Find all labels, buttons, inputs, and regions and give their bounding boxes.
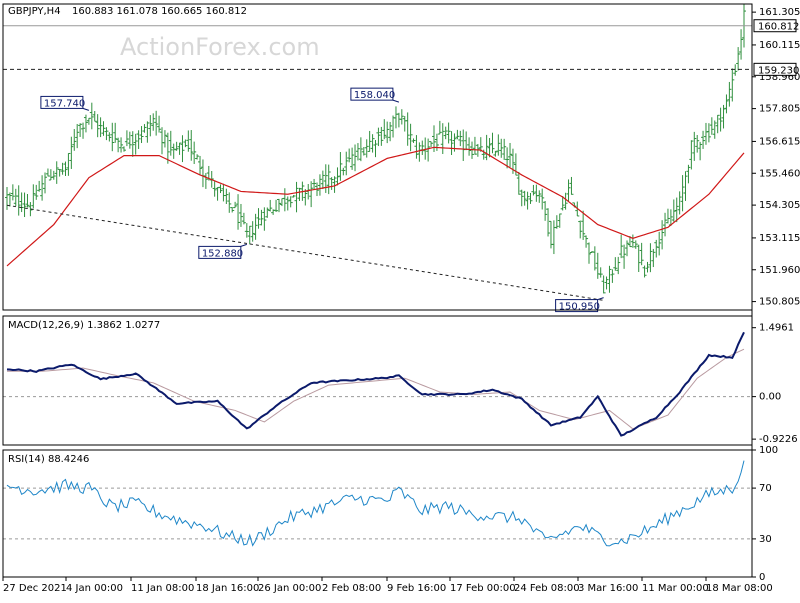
x-axis: 27 Dec 2021 4 Jan 00:00 11 Jan 08:00 18 Jan… (2, 577, 773, 594)
annotation-connector (82, 107, 90, 111)
x-tick-label: 17 Feb 00:00 (450, 583, 516, 594)
x-tick-label: 4 Jan 00:00 (66, 583, 123, 594)
macd-tick-label: -0.9226 (759, 434, 798, 445)
price-tag-box (753, 62, 797, 76)
annotation-158.040: 158.040 (350, 87, 400, 103)
panel-frames (2, 3, 753, 578)
price-tick-label: 150.805 (759, 297, 800, 308)
annotation-box (40, 95, 84, 109)
x-tick-label: 3 Mar 16:00 (578, 583, 638, 594)
annotation-box (555, 299, 599, 313)
price-ohlc: 160.883 161.078 160.665 160.812 (72, 6, 247, 17)
annotation-label: 152.880 (202, 248, 243, 259)
x-tick-label: 9 Feb 16:00 (387, 583, 446, 594)
rsi-title: RSI(14) 88.4246 (8, 454, 89, 465)
annotation-box (198, 245, 242, 259)
price-tick-label: 151.960 (759, 265, 800, 276)
rsi-tick-label: 0 (759, 572, 765, 583)
macd-panel (3, 331, 752, 437)
macd-signal-line (7, 348, 745, 430)
x-tick-label: 18 Mar 08:00 (706, 583, 773, 594)
panel-frame (2, 3, 753, 311)
axis-layer: 161.305 160.115 158.960 157.805 156.615 155.4… (752, 7, 800, 583)
price-tick-label: 158.960 (759, 72, 800, 83)
price-tag-label: 160.812 (758, 22, 799, 33)
annotation-label: 157.740 (44, 98, 85, 109)
macd-line (6, 331, 745, 437)
price-bars (5, 3, 746, 294)
panel-frame (2, 449, 753, 578)
macd-tick-label: 1.4961 (759, 323, 794, 334)
x-tick-label: 2 Feb 08:00 (322, 583, 381, 594)
price-tick-label: 161.305 (759, 7, 800, 18)
price-tick-label: 154.305 (759, 200, 800, 211)
macd-tick-label: 0.00 (759, 392, 781, 403)
rsi-tick-label: 100 (759, 445, 778, 456)
price-tick-label: 155.460 (759, 168, 800, 179)
price-tick-label: 160.115 (759, 40, 800, 51)
rsi-panel (3, 460, 752, 547)
x-tick-label: 27 Dec 2021 (3, 583, 67, 594)
macd-title: MACD(12,26,9) 1.3862 1.0277 (8, 320, 160, 331)
price-panel: 157.740 158.040 152.880 150.950 (3, 3, 752, 313)
x-tick-label: 11 Jan 08:00 (131, 583, 194, 594)
moving-average-line (6, 146, 745, 267)
annotation-connector (392, 99, 400, 103)
price-tick-label: 157.805 (759, 104, 800, 115)
annotation-150.950: 150.950 (555, 297, 604, 313)
price-tag-label: 159.230 (758, 65, 799, 76)
rsi-line (6, 460, 745, 547)
annotation-152.880: 152.880 (198, 243, 247, 259)
price-symbol: GBPJPY,H4 (8, 6, 61, 17)
annotation-label: 158.040 (354, 90, 395, 101)
annotation-box (350, 87, 394, 101)
annotation-connector (597, 297, 604, 301)
annotation-label: 150.950 (559, 302, 600, 313)
annotation-connector (240, 243, 247, 247)
rsi-tick-label: 30 (759, 534, 772, 545)
price-tick-label: 156.615 (759, 136, 800, 147)
annotations: 157.740 158.040 152.880 150.950 (40, 87, 604, 313)
watermark: ActionForex.com (120, 33, 320, 61)
x-tick-label: 11 Mar 00:00 (642, 583, 709, 594)
trendline (6, 204, 604, 301)
x-tick-label: 24 Feb 08:00 (514, 583, 580, 594)
price-tick-label: 153.115 (759, 233, 800, 244)
x-tick-label: 18 Jan 16:00 (196, 583, 259, 594)
price-tag-box (753, 19, 797, 33)
x-tick-label: 26 Jan 00:00 (258, 583, 321, 594)
rsi-tick-label: 70 (759, 483, 772, 494)
annotation-157.740: 157.740 (40, 95, 90, 111)
